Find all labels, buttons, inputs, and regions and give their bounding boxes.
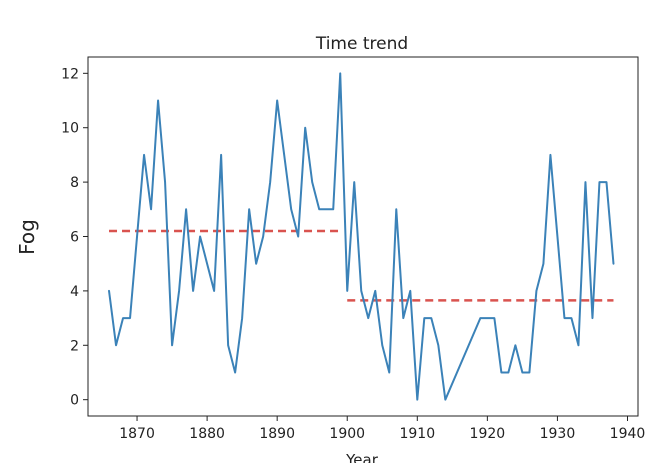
y-tick-label: 4	[70, 284, 79, 300]
x-tick-label: 1910	[399, 426, 435, 442]
x-tick-label: 1940	[610, 426, 645, 442]
x-tick-label: 1930	[540, 426, 576, 442]
y-tick-label: 6	[70, 230, 79, 246]
x-tick-label: 1890	[259, 426, 295, 442]
chart-title: Time trend	[315, 34, 408, 54]
y-tick-label: 0	[70, 393, 79, 409]
y-tick-label: 8	[70, 175, 79, 191]
y-tick-label: 2	[70, 338, 79, 354]
x-axis-label: Year	[345, 451, 379, 463]
y-tick-label: 12	[61, 66, 79, 82]
x-tick-label: 1920	[470, 426, 506, 442]
y-tick-label: 10	[61, 121, 79, 137]
y-axis-label: Fog	[15, 219, 39, 255]
x-axis-ticks: 1870 1880 1890 1900 1910 1920 1930 1940	[119, 416, 645, 442]
plot-area	[87, 56, 639, 417]
series-line	[108, 72, 615, 401]
y-axis-ticks: 0 2 4 6 8 10 12	[61, 66, 88, 409]
x-tick-label: 1870	[119, 426, 155, 442]
x-tick-label: 1880	[189, 426, 225, 442]
series-layer	[108, 72, 615, 401]
x-tick-label: 1900	[329, 426, 365, 442]
